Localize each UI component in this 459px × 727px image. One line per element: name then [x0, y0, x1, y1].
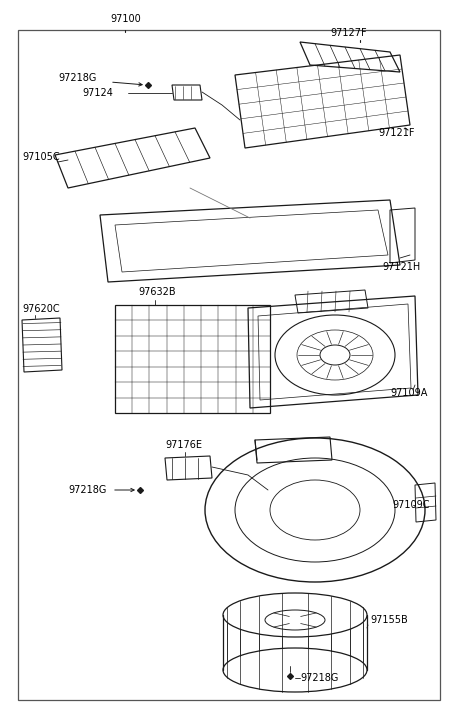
- Text: 97121F: 97121F: [378, 128, 414, 138]
- Text: 97109C: 97109C: [392, 500, 430, 510]
- Text: 97127F: 97127F: [330, 28, 367, 38]
- Bar: [115, 305, 270, 413]
- Text: 97218G: 97218G: [58, 73, 96, 83]
- Text: 97121H: 97121H: [382, 262, 420, 272]
- Text: 97109A: 97109A: [390, 388, 427, 398]
- Text: 97124: 97124: [82, 88, 113, 98]
- Text: 97218G: 97218G: [68, 485, 106, 495]
- Text: 97176E: 97176E: [165, 440, 202, 450]
- Text: 97100: 97100: [110, 14, 141, 24]
- Text: 97632B: 97632B: [138, 287, 176, 297]
- Text: 97105C: 97105C: [22, 152, 60, 162]
- Text: 97620C: 97620C: [22, 304, 60, 314]
- Text: 97218G: 97218G: [300, 673, 338, 683]
- Text: 97155B: 97155B: [370, 615, 408, 625]
